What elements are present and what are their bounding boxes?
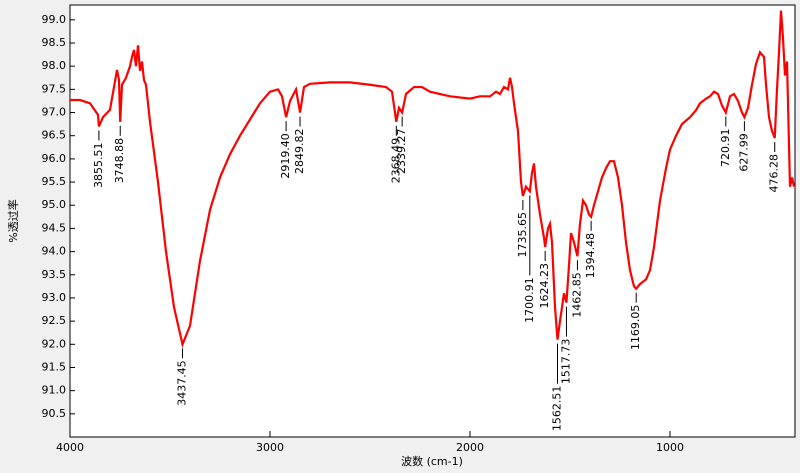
y-tick-label: 96.5 — [42, 129, 67, 142]
plot-area — [69, 4, 796, 438]
y-tick-label: 92.0 — [42, 337, 67, 350]
y-tick-label: 96.0 — [42, 152, 67, 165]
y-tick-label: 94.0 — [42, 245, 67, 258]
y-tick-label: 97.0 — [42, 106, 67, 119]
y-tick-label: 98.0 — [42, 59, 67, 72]
peak-label: 1735.65 — [516, 212, 529, 258]
x-tick-label: 3000 — [256, 441, 284, 454]
x-tick-label: 2000 — [456, 441, 484, 454]
peak-label: 3437.45 — [176, 360, 189, 406]
peak-label: 720.91 — [719, 129, 732, 168]
y-axis-title: %透过率 — [6, 199, 20, 242]
peak-label: 2368.49 — [389, 138, 402, 184]
y-tick-label: 93.0 — [42, 291, 67, 304]
y-tick-label: 95.5 — [42, 175, 67, 188]
y-tick-label: 93.5 — [42, 268, 67, 281]
peak-label: 1517.73 — [559, 339, 572, 385]
y-tick-label: 92.5 — [42, 314, 67, 327]
peak-label: 2339.27 — [395, 129, 408, 175]
y-tick-label: 99.0 — [42, 13, 67, 26]
peak-label: 1624.23 — [538, 263, 551, 309]
peak-label: 476.28 — [768, 154, 781, 193]
peak-label: 1169.05 — [629, 305, 642, 351]
y-tick-label: 94.5 — [42, 221, 67, 234]
y-tick-label: 98.5 — [42, 36, 67, 49]
y-tick-label: 95.0 — [42, 198, 67, 211]
y-tick-label: 90.5 — [42, 407, 67, 420]
x-tick-label: 1000 — [656, 441, 684, 454]
peak-label: 1462.85 — [570, 272, 583, 318]
y-tick-label: 97.5 — [42, 82, 67, 95]
y-tick-label: 91.0 — [42, 384, 67, 397]
peak-label: 3748.88 — [113, 138, 126, 184]
peak-label: 2919.40 — [279, 133, 292, 179]
y-tick-label: 91.5 — [42, 360, 67, 373]
spectrum-line — [70, 10, 796, 348]
peak-label: 1700.91 — [523, 277, 536, 323]
peak-label: 1562.51 — [550, 386, 563, 432]
x-tick-label: 4000 — [56, 441, 84, 454]
peak-label: 2849.82 — [293, 129, 306, 175]
peak-label: 1394.48 — [584, 233, 597, 278]
peak-label: 627.99 — [737, 133, 750, 172]
x-axis-title: 波数 (cm-1) — [401, 455, 463, 468]
peak-label: 3855.51 — [92, 142, 105, 188]
